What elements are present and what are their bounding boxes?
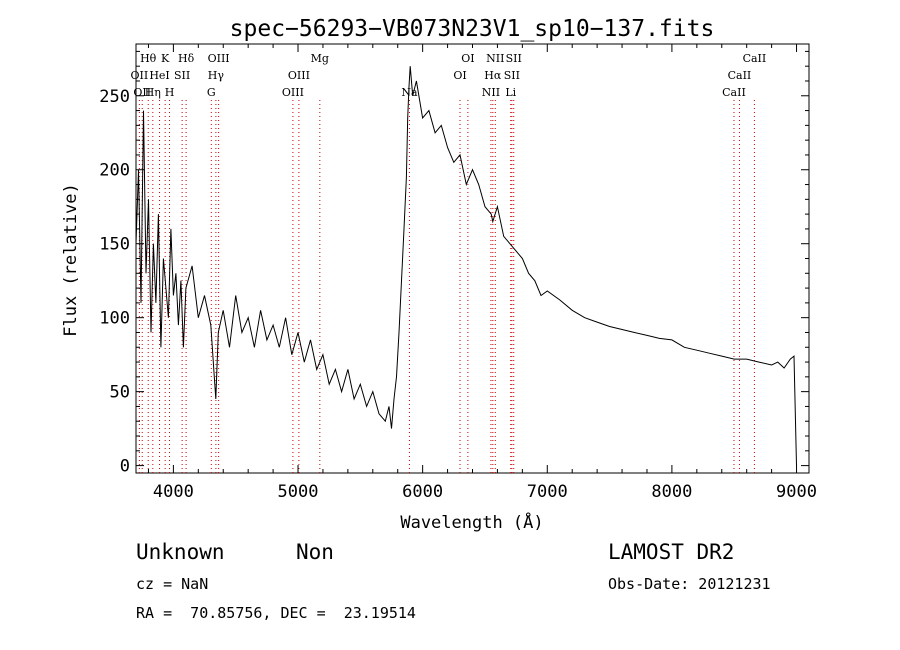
x-axis: 4000 5000 6000 7000 8000 9000 bbox=[147, 44, 817, 502]
coords-label: RA = 70.85756, DEC = 23.19514 bbox=[136, 604, 416, 622]
y-tick-label: 50 bbox=[110, 383, 130, 403]
x-tick-label: 8000 bbox=[651, 482, 692, 502]
class-label: Unknown bbox=[136, 540, 225, 564]
obs-date-label: Obs-Date: 20121231 bbox=[608, 575, 771, 593]
line-marker-label: SII bbox=[174, 69, 190, 82]
subclass-label: Non bbox=[296, 540, 334, 564]
line-marker-label: OIII bbox=[282, 86, 304, 99]
line-marker-label: Hδ bbox=[178, 52, 195, 65]
x-tick-label: 9000 bbox=[776, 482, 817, 502]
line-marker-label: NII bbox=[482, 86, 500, 99]
line-marker-label: K bbox=[161, 52, 170, 65]
y-tick-label: 100 bbox=[99, 309, 130, 329]
line-marker-label: Hα bbox=[484, 69, 502, 82]
x-tick-label: 4000 bbox=[153, 482, 194, 502]
y-axis-label: Flux (relative) bbox=[61, 183, 81, 337]
y-tick-label: 0 bbox=[120, 457, 130, 477]
line-marker-label: Li bbox=[505, 86, 516, 99]
survey-label: LAMOST DR2 bbox=[608, 540, 735, 564]
line-marker-label: OIII bbox=[288, 69, 310, 82]
x-tick-label: 6000 bbox=[402, 482, 443, 502]
line-marker-label: CaII bbox=[743, 52, 767, 65]
line-marker-label: OI bbox=[453, 69, 466, 82]
line-marker-label: H bbox=[165, 86, 175, 99]
spectral-line-markers: OIIOIIHθHηHeIKHSIIHδGHγOIIIOIIIOIIIMgNaO… bbox=[131, 52, 767, 473]
y-tick-label: 200 bbox=[99, 161, 130, 181]
line-marker-label: HeI bbox=[149, 69, 169, 82]
plot-frame bbox=[135, 43, 810, 474]
y-axis: 0 50 100 150 200 250 bbox=[99, 50, 809, 477]
line-marker-label: CaII bbox=[722, 86, 746, 99]
line-marker-label: Mg bbox=[311, 52, 329, 65]
line-marker-label: OIII bbox=[208, 52, 230, 65]
line-marker-label: SII bbox=[506, 52, 522, 65]
chart-title: spec−56293−VB073N23V1_sp10−137.fits bbox=[230, 16, 715, 42]
y-tick-label: 250 bbox=[99, 87, 130, 107]
line-marker-label: OII bbox=[131, 69, 149, 82]
y-tick-label: 150 bbox=[99, 235, 130, 255]
line-marker-label: Na bbox=[401, 86, 418, 99]
line-marker-label: CaII bbox=[728, 69, 752, 82]
x-tick-label: 5000 bbox=[278, 482, 319, 502]
x-axis-label: Wavelength (Å) bbox=[400, 511, 543, 533]
line-marker-label: Hγ bbox=[208, 69, 225, 82]
line-marker-label: OI bbox=[461, 52, 474, 65]
line-marker-label: SII bbox=[504, 69, 520, 82]
line-marker-label: Hθ bbox=[140, 52, 157, 65]
x-tick-label: 7000 bbox=[527, 482, 568, 502]
redshift-label: cz = NaN bbox=[136, 575, 209, 593]
spectrum-line bbox=[135, 66, 797, 466]
line-marker-label: G bbox=[207, 86, 216, 99]
line-marker-label: Hη bbox=[145, 86, 161, 99]
line-marker-label: NII bbox=[486, 52, 504, 65]
